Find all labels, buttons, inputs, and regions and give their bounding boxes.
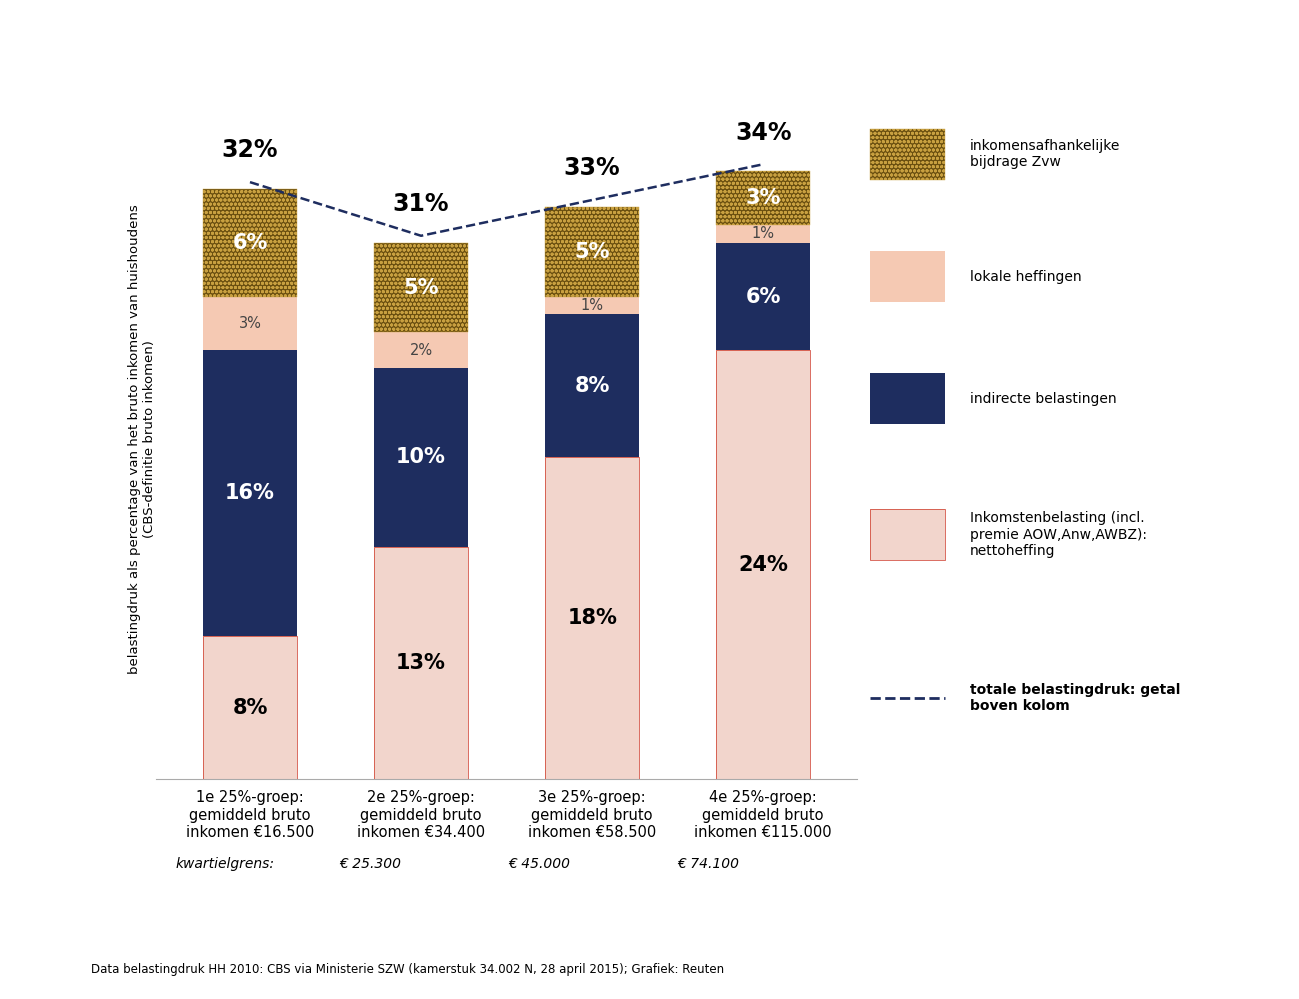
Text: 33%: 33% bbox=[564, 157, 621, 181]
Text: Data belastingdruk HH 2010: CBS via Ministerie SZW (kamerstuk 34.002 N, 28 april: Data belastingdruk HH 2010: CBS via Mini… bbox=[91, 962, 724, 976]
Bar bbox=[203, 351, 297, 636]
Bar bbox=[716, 351, 811, 779]
Text: indirecte belastingen: indirecte belastingen bbox=[970, 392, 1117, 406]
Bar bbox=[203, 636, 297, 779]
Text: 2%: 2% bbox=[409, 343, 433, 358]
Bar bbox=[716, 172, 811, 225]
Bar bbox=[716, 351, 811, 779]
Bar bbox=[870, 374, 946, 425]
Text: 10%: 10% bbox=[396, 448, 446, 468]
Bar bbox=[870, 509, 946, 560]
Bar bbox=[546, 315, 639, 458]
Text: 32%: 32% bbox=[222, 139, 278, 163]
Text: 18%: 18% bbox=[568, 608, 617, 628]
Text: 16%: 16% bbox=[225, 484, 275, 503]
Bar bbox=[203, 297, 297, 351]
Bar bbox=[546, 458, 639, 779]
Text: 6%: 6% bbox=[233, 233, 268, 253]
Bar bbox=[870, 129, 946, 180]
Text: 8%: 8% bbox=[574, 376, 609, 396]
Text: 5%: 5% bbox=[574, 242, 611, 262]
Bar bbox=[716, 172, 811, 225]
Bar bbox=[546, 207, 639, 297]
Bar bbox=[546, 458, 639, 779]
Text: 34%: 34% bbox=[735, 121, 791, 145]
Text: € 25.300: € 25.300 bbox=[339, 857, 401, 871]
Bar bbox=[870, 129, 946, 180]
Text: totale belastingdruk: getal
boven kolom: totale belastingdruk: getal boven kolom bbox=[970, 682, 1181, 713]
Text: 13%: 13% bbox=[396, 653, 446, 673]
Text: € 74.100: € 74.100 bbox=[677, 857, 739, 871]
Text: lokale heffingen: lokale heffingen bbox=[970, 270, 1082, 284]
Bar bbox=[203, 189, 297, 297]
Bar bbox=[374, 546, 468, 779]
Text: 1%: 1% bbox=[752, 227, 774, 242]
Bar bbox=[203, 189, 297, 297]
Text: € 45.000: € 45.000 bbox=[508, 857, 570, 871]
Bar bbox=[870, 509, 946, 560]
Text: Inkomstenbelasting (incl.
premie AOW,Anw,AWBZ):
nettoheffing: Inkomstenbelasting (incl. premie AOW,Anw… bbox=[970, 511, 1147, 557]
Text: inkomensafhankelijke
bijdrage Zvw: inkomensafhankelijke bijdrage Zvw bbox=[970, 139, 1121, 170]
Bar bbox=[374, 368, 468, 546]
Text: 6%: 6% bbox=[746, 287, 781, 307]
Bar bbox=[716, 225, 811, 243]
Text: 24%: 24% bbox=[738, 554, 788, 574]
Bar bbox=[374, 243, 468, 333]
Bar bbox=[716, 243, 811, 351]
Y-axis label: belastingdruk als percentage van het bruto inkomen van huishoudens
(CBS-definiti: belastingdruk als percentage van het bru… bbox=[129, 205, 156, 674]
Bar bbox=[374, 333, 468, 368]
Bar bbox=[374, 546, 468, 779]
Text: 8%: 8% bbox=[233, 697, 268, 717]
Text: kwartielgrens:: kwartielgrens: bbox=[175, 857, 274, 871]
Bar bbox=[546, 207, 639, 297]
Text: 5%: 5% bbox=[403, 278, 439, 298]
Text: 3%: 3% bbox=[746, 188, 781, 208]
Bar bbox=[374, 243, 468, 333]
Bar bbox=[546, 297, 639, 315]
Text: 3%: 3% bbox=[239, 316, 261, 331]
Text: 31%: 31% bbox=[392, 192, 449, 216]
Bar bbox=[203, 636, 297, 779]
Text: 1%: 1% bbox=[581, 298, 604, 313]
Bar bbox=[870, 251, 946, 302]
